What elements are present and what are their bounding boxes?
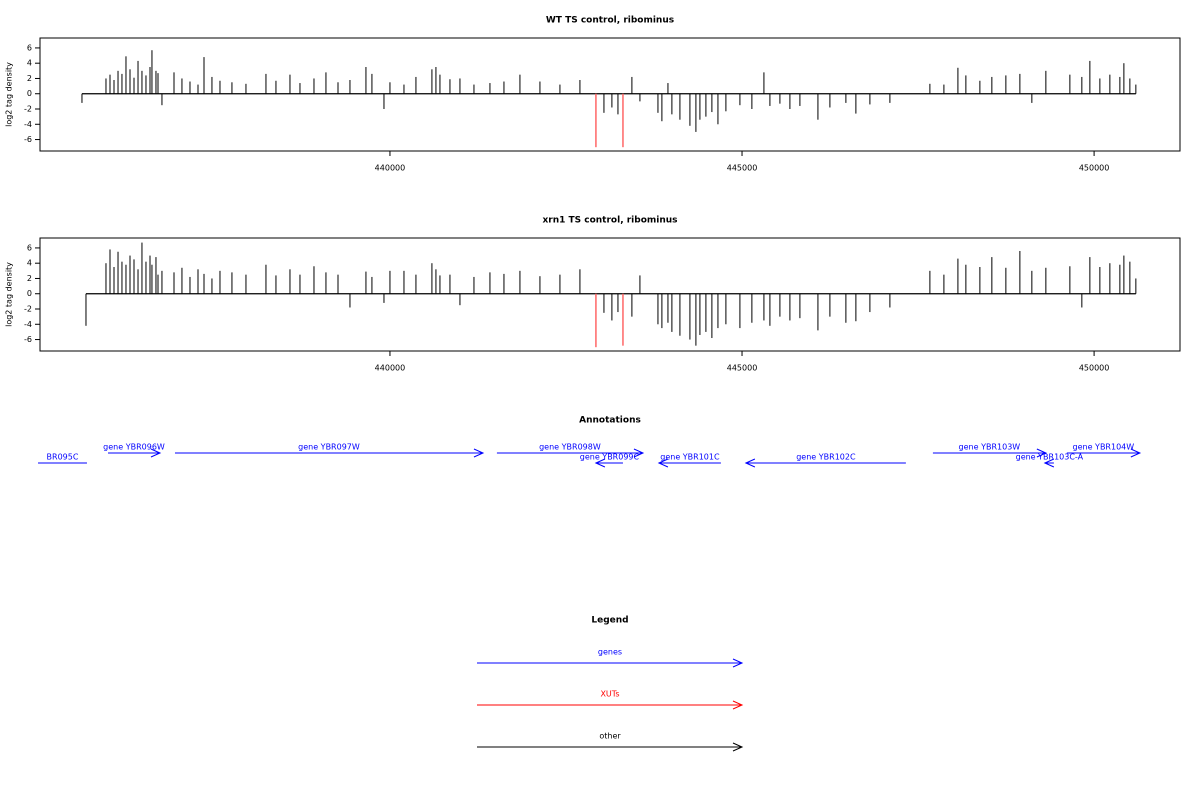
x-tick-label: 450000 bbox=[1079, 364, 1110, 373]
y-tick-label: 2 bbox=[27, 274, 32, 283]
y-tick-label: -4 bbox=[24, 120, 32, 129]
legend-title: Legend bbox=[591, 616, 628, 626]
y-tick-label: 6 bbox=[27, 243, 32, 252]
y-tick-label: -6 bbox=[24, 335, 32, 344]
gene-label: gene YBR097W bbox=[298, 443, 360, 452]
legend-arrowhead bbox=[732, 700, 744, 710]
x-tick-label: 445000 bbox=[727, 164, 758, 173]
gene-label: gene YBR103C-A bbox=[1016, 453, 1084, 462]
gene-label: gene YBR096W bbox=[103, 443, 165, 452]
y-tick-label: -2 bbox=[24, 305, 32, 314]
y-tick-label: 0 bbox=[27, 289, 32, 298]
gene-arrowhead bbox=[473, 448, 485, 458]
gene-label: gene YBR104W bbox=[1073, 443, 1135, 452]
gene-label: gene YBR101C bbox=[660, 453, 720, 462]
legend-label: XUTs bbox=[600, 690, 619, 699]
gene-arrowhead bbox=[657, 458, 669, 468]
legend-label: other bbox=[599, 732, 621, 741]
gene-label: gene YBR099C bbox=[580, 453, 640, 462]
chart-title: xrn1 TS control, ribominus bbox=[542, 216, 677, 226]
x-tick-label: 440000 bbox=[375, 164, 406, 173]
y-tick-label: -4 bbox=[24, 320, 32, 329]
gene-arrowhead bbox=[633, 448, 645, 458]
gene-arrowhead bbox=[1036, 448, 1048, 458]
annotations-title: Annotations bbox=[579, 416, 641, 426]
x-tick-label: 450000 bbox=[1079, 164, 1110, 173]
legend-arrowhead bbox=[732, 742, 744, 752]
gene-label: BR095C bbox=[47, 453, 79, 462]
gene-arrowhead bbox=[744, 458, 756, 468]
gene-label: gene YBR098W bbox=[539, 443, 601, 452]
y-tick-label: 4 bbox=[27, 59, 32, 68]
legend-label: genes bbox=[598, 648, 622, 657]
gene-arrowhead bbox=[1130, 448, 1142, 458]
y-tick-label: 0 bbox=[27, 89, 32, 98]
y-tick-label: 6 bbox=[27, 43, 32, 52]
y-axis-label: log2 tag density bbox=[5, 62, 14, 127]
y-tick-label: 2 bbox=[27, 74, 32, 83]
x-tick-label: 445000 bbox=[727, 364, 758, 373]
gene-label: gene YBR102C bbox=[796, 453, 856, 462]
plot-frame bbox=[39, 237, 1181, 352]
plot-frame bbox=[39, 37, 1181, 152]
y-tick-label: -6 bbox=[24, 135, 32, 144]
gene-arrowhead bbox=[1043, 458, 1055, 468]
x-tick-label: 440000 bbox=[375, 364, 406, 373]
legend-arrowhead bbox=[732, 658, 744, 668]
chart-title: WT TS control, ribominus bbox=[546, 16, 674, 26]
gene-label: gene YBR103W bbox=[959, 443, 1021, 452]
gene-arrowhead bbox=[150, 448, 162, 458]
y-axis-label: log2 tag density bbox=[5, 262, 14, 327]
gene-arrowhead bbox=[594, 458, 606, 468]
y-tick-label: 4 bbox=[27, 259, 32, 268]
y-tick-label: -2 bbox=[24, 105, 32, 114]
